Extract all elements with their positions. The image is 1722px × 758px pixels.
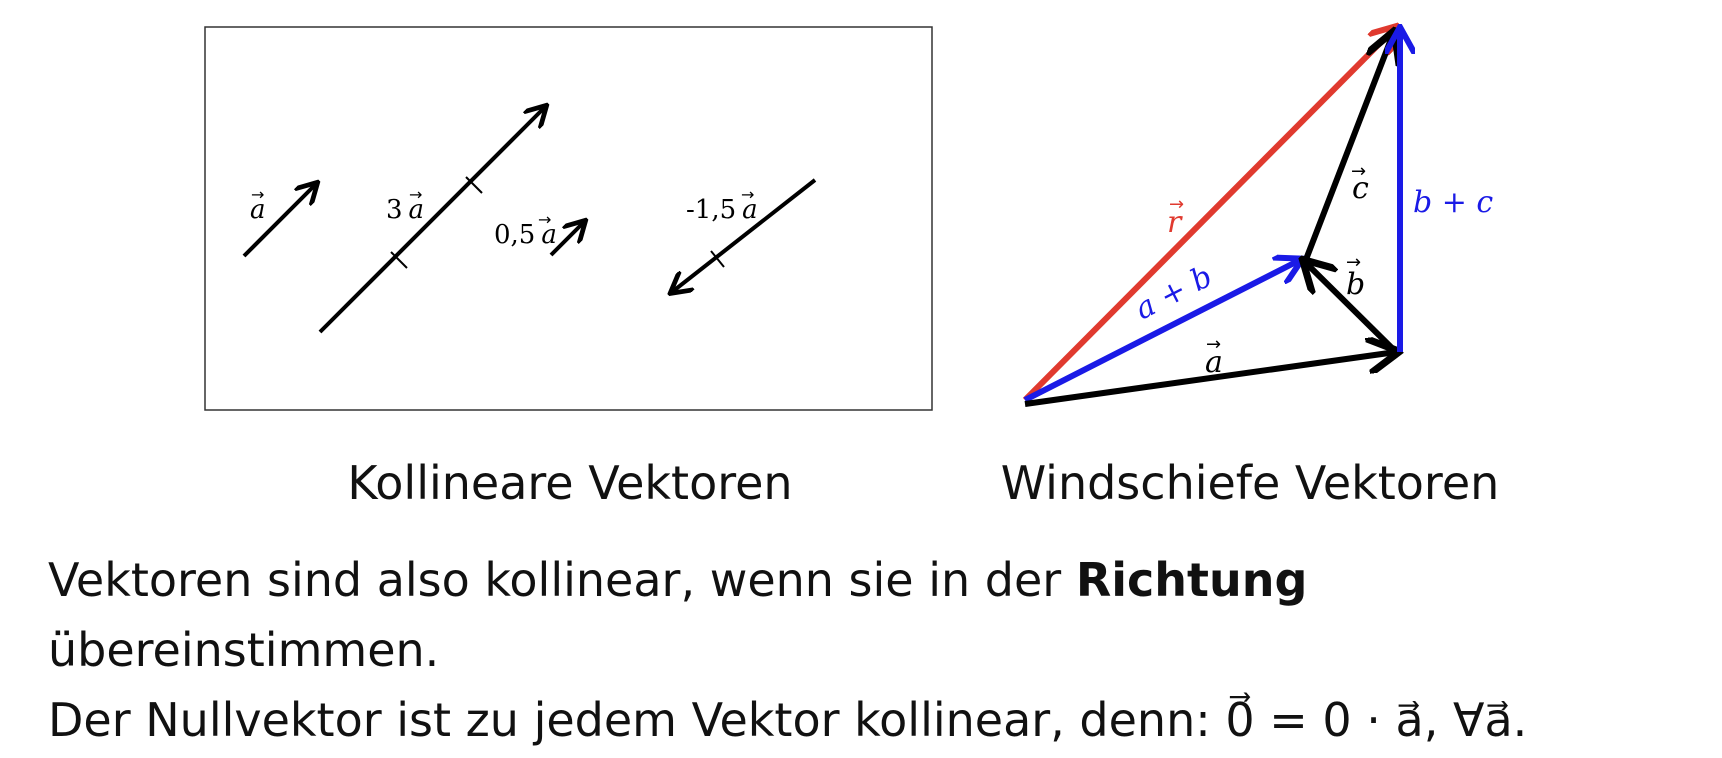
label-c: c [1352,171,1369,206]
line1-text-before: Vektoren sind also kollinear, wenn sie i… [48,553,1076,607]
caption-collinear: Kollineare Vektoren [347,456,793,510]
tick-3a-1 [390,251,408,269]
label-neg-a: -1,5 a [686,195,758,225]
vector-a-right-arrow [1024,352,1396,407]
label-a: a [250,195,266,225]
arrow-over-a-right: → [1206,334,1221,355]
arrow-over-b: → [1346,252,1361,273]
label-a-right: a [1205,345,1223,380]
tick-neg-a [710,250,725,268]
arrow-over-r: → [1169,194,1184,215]
label-half-a: 0,5 a [494,220,557,250]
vector-a-plus-b-arrow [1023,260,1300,403]
arrow-over-neg-a: → [741,185,754,204]
paragraph-line-1: Vektoren sind also kollinear, wenn sie i… [48,555,1708,605]
label-a-plus-b-group: a + b [1130,259,1218,327]
tick-3a-2 [465,176,483,194]
vector-c-arrow [1302,34,1393,264]
line2-formula: 0⃗ = 0 · a⃗, ∀a⃗. [1225,693,1528,747]
label-r: r [1167,205,1183,240]
arrow-over-c: → [1351,161,1366,182]
vector-a-arrow [242,184,316,258]
line1-bold-richtung: Richtung [1075,553,1308,607]
line2-prefix: Der Nullvektor ist zu jedem Vektor kolli… [48,693,1226,747]
arrow-over-half-a: → [538,210,551,229]
collinear-frame [204,26,933,411]
vector-neg-a-arrow [672,178,817,292]
arrow-over-3a: → [409,185,422,204]
vector-r-arrow [1022,28,1395,403]
vector-b-arrow [1305,262,1399,355]
paragraph-line-2: Der Nullvektor ist zu jedem Vektor kolli… [48,695,1708,745]
label-b-plus-c: b + c [1413,185,1493,220]
caption-skew: Windschiefe Vektoren [1000,456,1500,510]
arrow-over-a: → [251,185,264,204]
line1-text-after: übereinstimmen. [48,623,440,677]
vector-3a-arrow [318,107,545,334]
label-b: b [1346,267,1365,302]
paragraph-line-1b: übereinstimmen. [48,625,1708,675]
vector-half-a-arrow [549,222,584,257]
label-a-plus-b: a + b [1130,259,1218,327]
